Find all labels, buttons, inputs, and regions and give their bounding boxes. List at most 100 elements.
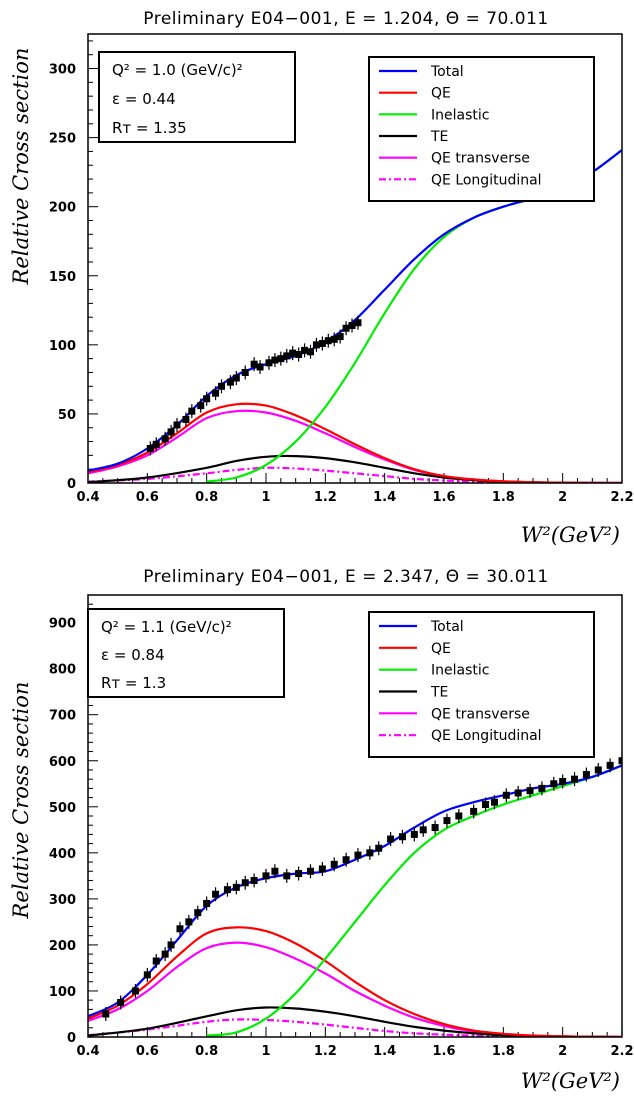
data-point — [176, 921, 184, 936]
y-axis-label: Relative Cross section — [9, 48, 33, 286]
data-point — [102, 1006, 110, 1021]
y-tick-label: 50 — [58, 408, 76, 423]
legend-label: QE — [431, 86, 451, 102]
data-point — [398, 829, 406, 844]
x-tick-label: 1.8 — [492, 490, 515, 505]
data-point — [188, 404, 196, 419]
data-point — [443, 813, 451, 828]
y-tick-label: 700 — [49, 709, 76, 724]
data-point — [594, 762, 602, 777]
data-point — [375, 841, 383, 856]
data-point — [203, 391, 211, 406]
data-point — [571, 772, 579, 787]
legend-label: Total — [430, 64, 464, 80]
data-point — [342, 852, 350, 867]
x-tick-label: 1 — [261, 490, 270, 505]
data-point — [185, 914, 193, 929]
info-line-epsilon: ε = 0.84 — [101, 646, 165, 664]
data-point — [470, 804, 478, 819]
data-point — [197, 398, 205, 413]
data-point — [283, 348, 291, 363]
data-point — [366, 845, 374, 860]
x-tick-label: 2 — [558, 490, 567, 505]
chart-title: Preliminary E04−001, E = 2.347, Θ = 30.0… — [143, 567, 548, 587]
x-tick-label: 1.6 — [432, 1044, 455, 1059]
data-point — [232, 371, 240, 386]
data-point — [538, 781, 546, 796]
data-point — [265, 355, 273, 370]
y-tick-label: 100 — [49, 339, 76, 354]
data-point — [490, 795, 498, 810]
data-point — [232, 880, 240, 895]
legend-label: QE transverse — [431, 706, 530, 722]
data-point — [277, 351, 285, 366]
legend-label: Inelastic — [431, 107, 489, 123]
x-tick-label: 0.8 — [195, 490, 218, 505]
data-point — [161, 431, 169, 446]
data-point — [295, 866, 303, 881]
data-point — [256, 359, 264, 374]
chart-panel-bottom: Preliminary E04−001, E = 2.347, Θ = 30.0… — [9, 567, 634, 1093]
data-point — [241, 365, 249, 380]
x-tick-label: 0.6 — [136, 490, 159, 505]
info-line-q2: Q² = 1.0 (GeV/c)² — [112, 61, 243, 79]
data-point — [223, 882, 231, 897]
info-box — [98, 51, 296, 143]
x-tick-label: 2.2 — [610, 490, 633, 505]
legend-label: QE Longitudinal — [431, 172, 542, 188]
data-point — [387, 832, 395, 847]
data-point — [212, 386, 220, 401]
legend-label: QE transverse — [431, 151, 530, 167]
series-line-total — [88, 764, 622, 1018]
data-point — [143, 967, 151, 982]
y-tick-label: 200 — [49, 201, 76, 216]
data-point — [226, 375, 234, 390]
data-point — [559, 774, 567, 789]
y-tick-label: 250 — [49, 132, 76, 147]
data-point — [203, 896, 211, 911]
legend-label: QE — [431, 641, 451, 657]
data-point — [526, 783, 534, 798]
data-point — [161, 947, 169, 962]
y-tick-label: 900 — [49, 617, 76, 632]
x-tick-label: 1.8 — [492, 1044, 515, 1059]
data-point — [606, 758, 614, 773]
y-tick-label: 300 — [49, 893, 76, 908]
data-point — [152, 954, 160, 969]
x-tick-label: 0.6 — [136, 1044, 159, 1059]
y-tick-label: 150 — [49, 270, 76, 285]
chart-title: Preliminary E04−001, E = 1.204, Θ = 70.0… — [143, 9, 548, 29]
data-point — [324, 333, 332, 348]
y-tick-label: 0 — [67, 1031, 76, 1046]
y-tick-label: 500 — [49, 801, 76, 816]
legend-label: Inelastic — [431, 663, 489, 679]
plot-frame — [87, 594, 623, 1038]
data-point — [336, 329, 344, 344]
series-line-qe-transverse — [88, 409, 622, 483]
x-tick-label: 1.4 — [373, 1044, 396, 1059]
data-point — [348, 318, 356, 333]
data-point — [194, 905, 202, 920]
data-point — [354, 848, 362, 863]
data-point — [312, 337, 320, 352]
data-point — [431, 820, 439, 835]
x-tick-label: 1.4 — [373, 490, 396, 505]
data-point — [283, 868, 291, 883]
x-axis-label: W²(GeV²) — [521, 1069, 620, 1093]
series-line-qe — [88, 926, 622, 1037]
y-axis-label: Relative Cross section — [9, 682, 33, 920]
data-point — [218, 379, 225, 394]
y-tick-label: 400 — [49, 847, 76, 862]
x-tick-label: 2.2 — [610, 1044, 633, 1059]
y-tick-label: 100 — [49, 985, 76, 1000]
data-point — [582, 767, 590, 782]
data-point — [301, 343, 309, 358]
data-point — [241, 875, 249, 890]
data-point — [182, 412, 190, 427]
chart-panel-top: Preliminary E04−001, E = 1.204, Θ = 70.0… — [9, 9, 634, 547]
data-point — [262, 868, 270, 883]
data-point — [173, 417, 181, 432]
y-tick-label: 300 — [49, 63, 76, 78]
data-point — [250, 357, 258, 372]
y-tick-label: 600 — [49, 755, 76, 770]
